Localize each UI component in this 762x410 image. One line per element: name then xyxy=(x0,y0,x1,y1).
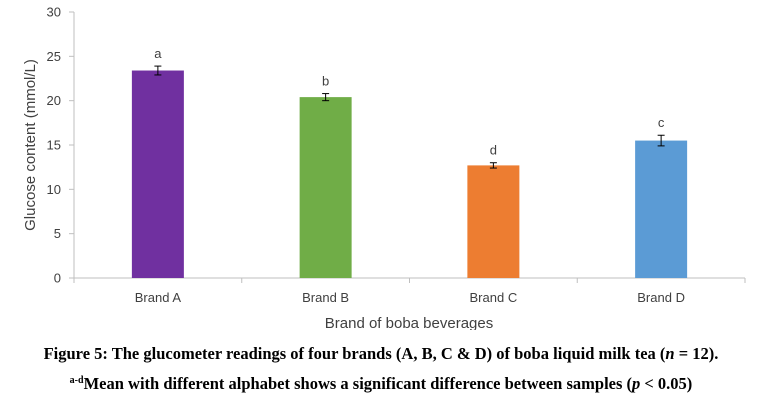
caption-n-symbol: n xyxy=(665,344,675,363)
y-tick-label: 5 xyxy=(54,226,61,241)
caption-prefix: Figure 5: The glucometer readings of fou… xyxy=(43,344,666,363)
y-axis: 0 5 10 15 20 25 30 xyxy=(47,5,75,286)
figure-footnote: a-dMean with different alphabet shows a … xyxy=(0,374,762,394)
footnote-superscript: a-d xyxy=(69,375,84,386)
footnote-text: Mean with different alphabet shows a sig… xyxy=(83,374,633,393)
footnote-suffix: < 0.05) xyxy=(640,374,693,393)
x-tick-label: Brand A xyxy=(135,290,182,305)
y-tick-label: 25 xyxy=(47,49,61,64)
caption-suffix: = 12). xyxy=(674,344,719,363)
figure-caption: Figure 5: The glucometer readings of fou… xyxy=(0,344,762,364)
bar-brand-a xyxy=(131,70,184,279)
y-tick-label: 15 xyxy=(47,138,61,153)
y-tick-label: 30 xyxy=(47,5,61,20)
bar-brand-d xyxy=(635,140,688,278)
x-axis-title: Brand of boba beverages xyxy=(325,315,493,330)
bar-brand-c xyxy=(467,165,520,278)
x-tick-label: Brand B xyxy=(302,290,349,305)
x-axis: Brand A Brand B Brand C Brand D xyxy=(73,277,746,305)
x-tick-label: Brand D xyxy=(637,290,685,305)
significance-letter: c xyxy=(658,115,665,130)
y-tick-label: 10 xyxy=(47,182,61,197)
significance-letter: d xyxy=(490,143,497,158)
bar-brand-b xyxy=(299,97,352,279)
y-tick-label: 0 xyxy=(54,271,61,286)
footnote-p-symbol: p xyxy=(632,374,641,393)
significance-letter: b xyxy=(322,74,329,89)
x-tick-label: Brand C xyxy=(470,290,518,305)
significance-letter: a xyxy=(154,46,162,61)
y-axis-title: Glucose content (mmol/L) xyxy=(22,59,39,231)
bars: a b d c xyxy=(131,46,688,279)
y-tick-label: 20 xyxy=(47,93,61,108)
